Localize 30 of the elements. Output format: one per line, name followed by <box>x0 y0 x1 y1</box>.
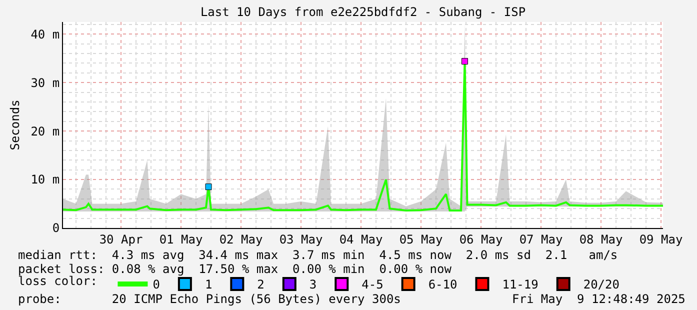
x-tick-label: 02 May <box>219 232 263 246</box>
legend-label: 6-10 <box>428 278 458 292</box>
x-tick-label: 03 May <box>279 232 323 246</box>
y-tick-label: 10 m <box>30 172 60 187</box>
x-tick-label: 04 May <box>339 232 383 246</box>
legend-label: 20/20 <box>583 278 620 292</box>
legend-label: 0 <box>152 278 160 292</box>
text: median rtt: 4.3 ms avg 34.4 ms max 3.7 ms min 4.5 ms now 2.0 ms sd 2.1 am/s <box>18 248 618 262</box>
y-tick-label: 0 <box>52 221 60 236</box>
x-tick-label: 30 Apr <box>99 232 143 246</box>
text: packet loss: 0.08 % avg 17.50 % max 0.00 % min 0.00 % now <box>18 262 452 276</box>
legend-title: loss color: <box>18 274 105 288</box>
y-tick-label: 40 m <box>30 27 60 42</box>
legend-label: 1 <box>204 278 212 292</box>
legend-label: 3 <box>309 278 317 292</box>
y-axis-title: Seconds <box>8 100 22 150</box>
legend-label: 11-19 <box>502 278 538 292</box>
y-tick-label: 30 m <box>30 76 60 90</box>
y-tick-label: 20 m <box>30 124 60 138</box>
legend-label: 2 <box>257 278 264 292</box>
x-tick-label: 06 May <box>459 232 503 246</box>
x-tick-label: 09 May <box>639 232 683 246</box>
x-tick-label: 07 May <box>519 232 563 246</box>
x-tick-label: 01 May <box>159 232 203 246</box>
x-tick-label: 08 May <box>579 232 623 246</box>
chart-title: Last 10 Days from e2e225bdfdf2 - Subang - ISP <box>200 5 526 20</box>
text: Fri May 9 12:48:49 2025 <box>512 292 686 306</box>
text: probe: 20 ICMP Echo Pings (56 Bytes) every 300s <box>18 292 401 306</box>
legend-label: 4-5 <box>362 278 384 292</box>
x-tick-label: 05 May <box>399 232 443 246</box>
